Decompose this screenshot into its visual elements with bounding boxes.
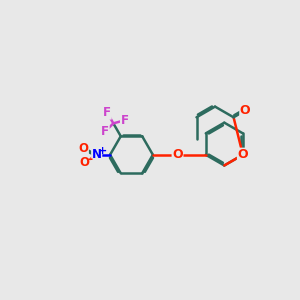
Text: O: O: [80, 156, 90, 169]
Text: -: -: [88, 153, 93, 166]
Text: F: F: [101, 125, 109, 138]
Text: +: +: [98, 146, 107, 156]
Text: F: F: [103, 106, 111, 119]
Text: O: O: [238, 148, 248, 161]
Text: O: O: [78, 142, 88, 155]
Text: O: O: [172, 148, 183, 161]
Text: O: O: [240, 104, 250, 117]
Text: F: F: [121, 114, 129, 127]
Text: N: N: [92, 148, 102, 161]
